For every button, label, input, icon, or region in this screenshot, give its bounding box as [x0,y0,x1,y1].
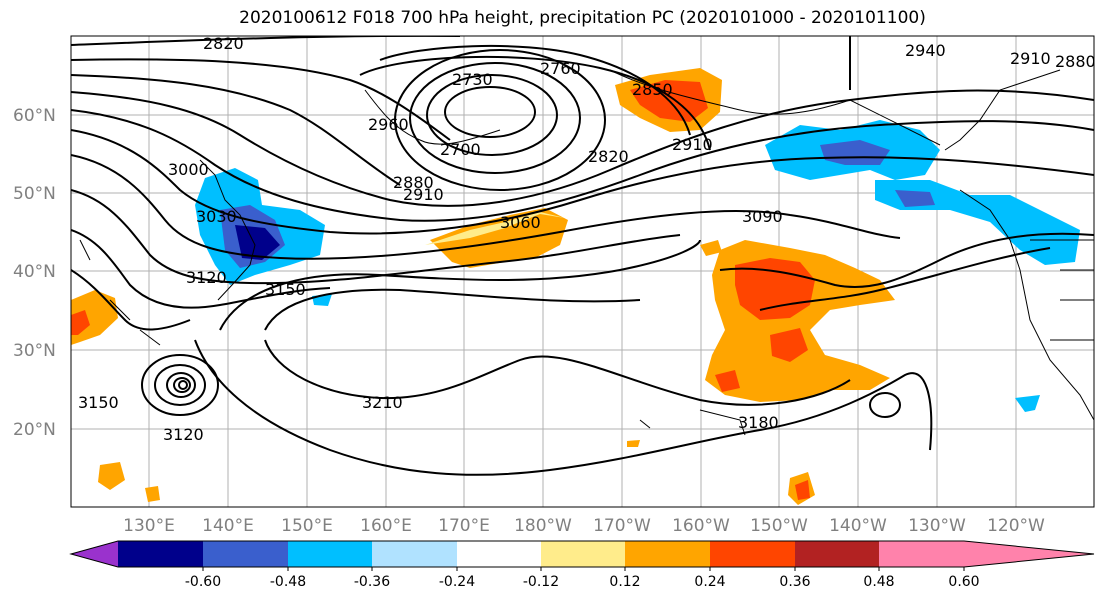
coastlines [79,69,1094,436]
lon-label: 160°W [672,516,730,536]
contour-label: 2880 [1055,52,1096,71]
contour-label: 2760 [540,59,581,78]
lon-label: 150°E [281,516,333,536]
colorbar-tick-label: -0.48 [270,574,306,590]
contour-label: 3150 [265,280,306,299]
contour-label: 2820 [203,34,244,53]
colorbar-bin [372,541,457,567]
colorbar-bin [625,541,710,567]
colorbar-tick-label: -0.24 [439,574,475,590]
contour-label: 3150 [78,393,119,412]
colorbar-bin [288,541,372,567]
contour-label: 2910 [1010,49,1051,68]
lon-label: 160°E [360,516,412,536]
contour-label: 2910 [672,135,713,154]
lat-label: 50°N [13,184,56,204]
lon-label: 170°E [438,516,490,536]
lat-label: 40°N [13,262,56,282]
colorbar-tick-label: 0.36 [779,574,810,590]
colorbar-bin [710,541,795,567]
lat-label: 60°N [13,106,56,126]
longitude-labels: 130°E 140°E 150°E 160°E 170°E 180°W 170°… [123,516,1045,536]
colorbar-tick-label: -0.60 [185,574,221,590]
lon-label: 170°W [593,516,651,536]
contour-label: 2960 [368,115,409,134]
lat-label: 20°N [13,420,56,440]
colorbar-tick-label: 0.48 [863,574,894,590]
colorbar-tick-label: 0.60 [948,574,979,590]
colorbar-tick-label: 0.24 [694,574,725,590]
lon-label: 120°W [987,516,1045,536]
contour-label: 2910 [403,185,444,204]
lon-label: 150°W [750,516,808,536]
colorbar-extend-high [964,541,1094,567]
colorbar-bin [795,541,879,567]
colorbar-bin [203,541,288,567]
lon-label: 130°E [123,516,175,536]
colorbar-bin [118,541,203,567]
lon-label: 140°E [202,516,254,536]
contour-label: 3000 [168,160,209,179]
contour-label: 3210 [362,393,403,412]
latitude-labels: 60°N 50°N 40°N 30°N 20°N [13,106,56,440]
contour-labels: 2820 2730 2760 2850 2940 2910 2880 2960 … [78,34,1096,444]
colorbar-bin [457,541,541,567]
contour-label: 2880 [393,173,434,192]
map-title: 2020100612 F018 700 hPa height, precipit… [239,8,926,28]
lon-label: 130°W [908,516,966,536]
contour-label: 3120 [186,268,227,287]
colorbar: -0.60 -0.48 -0.36 -0.24 -0.12 0.12 0.24 … [69,540,1095,590]
contour-label: 2730 [452,70,493,89]
pos-region-central-pacific [430,208,568,268]
contour-label: 3030 [196,207,237,226]
map-frame [70,35,1095,508]
lon-label: 180°W [514,516,572,536]
contour-label: 2940 [905,41,946,60]
contour-label: 3120 [163,425,204,444]
contour-label: 3180 [738,413,779,432]
contour-label: 2850 [632,80,673,99]
colorbar-tick-label: 0.12 [609,574,640,590]
colorbar-tick-label: -0.36 [354,574,390,590]
contour-label: 2700 [440,140,481,159]
lon-label: 140°W [829,516,887,536]
colorbar-extend-low [71,541,118,567]
contour-label: 2820 [588,147,629,166]
colorbar-bin [541,541,625,567]
lat-label: 30°N [13,341,56,361]
contour-label: 3090 [742,207,783,226]
contour-label: 3060 [500,213,541,232]
height-contours [71,36,1094,476]
colorbar-tick-label: -0.12 [523,574,559,590]
colorbar-bin [879,541,964,567]
